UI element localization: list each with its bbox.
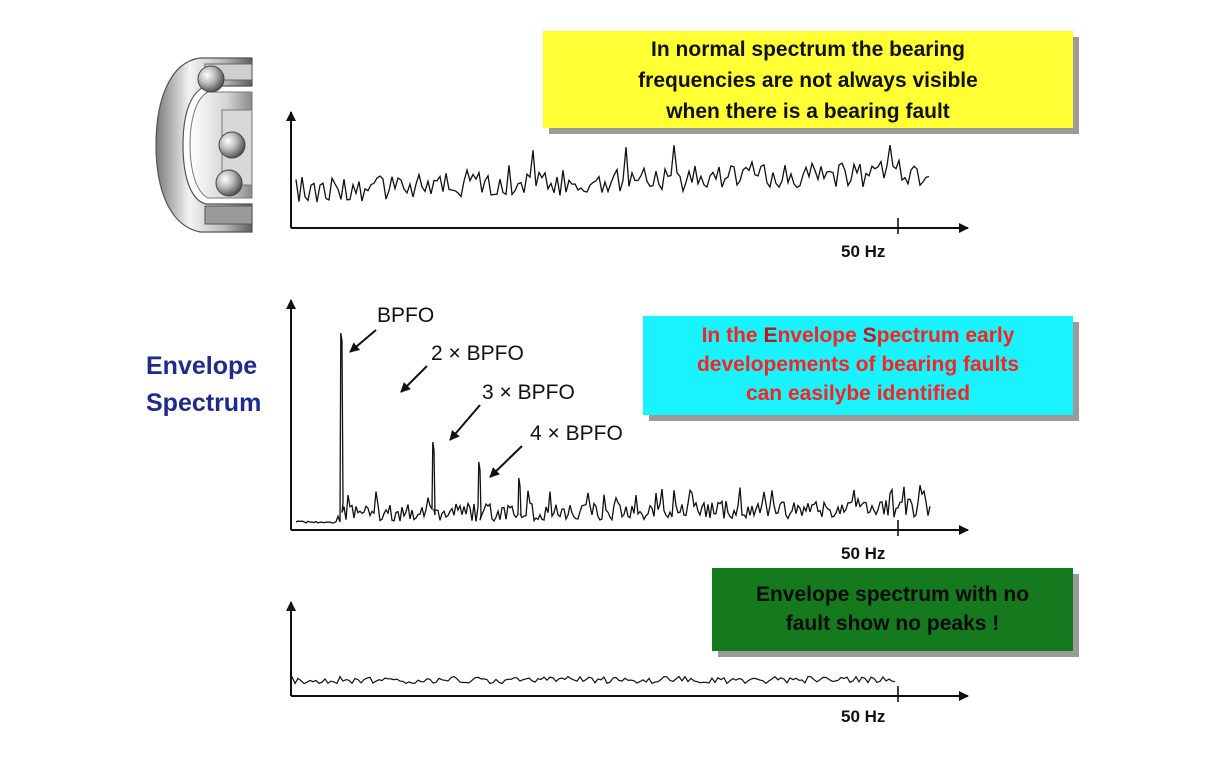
no-fault-note-line-2: fault show no peaks ! [785, 612, 1000, 635]
peak-label-2x-bpfo: 2 × BPFO [431, 342, 524, 365]
envelope-spectrum-axes [286, 299, 969, 536]
normal-freq-tick-label: 50 Hz [841, 242, 885, 261]
normal-note-line-3: when there is a bearing fault [666, 100, 950, 123]
envelope-label-line-2: Spectrum [146, 389, 262, 417]
no-fault-note: Envelope spectrum with no fault show no … [712, 568, 1073, 651]
no-fault-spectrum-axes [286, 601, 969, 702]
peak-label-bpfo: BPFO [377, 304, 434, 327]
ball-bearing-icon [155, 57, 253, 233]
envelope-note-line-1: In the Envelope Spectrum early [643, 321, 1073, 350]
envelope-note-text: nvelope [777, 324, 863, 347]
peak-label-3x-bpfo: 3 × BPFO [482, 381, 575, 404]
envelope-spectrum-trace [295, 332, 931, 524]
envelope-note-text: pectrum early [876, 324, 1015, 347]
no-fault-note-initial: E [755, 583, 770, 606]
normal-spectrum-axes [286, 111, 969, 234]
envelope-note-text: In the [701, 324, 764, 347]
envelope-note-highlight-s: S [862, 324, 877, 347]
envelope-spectrum-note: In the Envelope Spectrum early developem… [643, 316, 1073, 415]
no-fault-freq-tick-label: 50 Hz [841, 707, 885, 726]
envelope-freq-tick-label: 50 Hz [841, 544, 885, 563]
peak-label-4x-bpfo: 4 × BPFO [530, 422, 623, 445]
envelope-note-line-3: can easilybe identified [745, 382, 971, 405]
peak-pointer-arrows [349, 329, 523, 478]
normal-spectrum-trace [295, 145, 930, 203]
no-fault-note-line-1: Envelope spectrum with no [712, 580, 1073, 609]
envelope-label-line-1: Envelope [146, 352, 258, 380]
envelope-note-line-2: developements of bearing faults [696, 353, 1020, 376]
envelope-note-highlight-e: E [763, 324, 778, 347]
normal-note-line-2: frequencies are not always visible [638, 69, 978, 92]
no-fault-note-text: nvelope spectrum with no [769, 583, 1030, 606]
normal-spectrum-note: In normal spectrum the bearing frequenci… [543, 31, 1073, 128]
normal-note-line-1: In normal spectrum the bearing [651, 38, 965, 61]
envelope-spectrum-label: Envelope Spectrum [146, 348, 261, 422]
no-fault-spectrum-trace [291, 675, 896, 685]
